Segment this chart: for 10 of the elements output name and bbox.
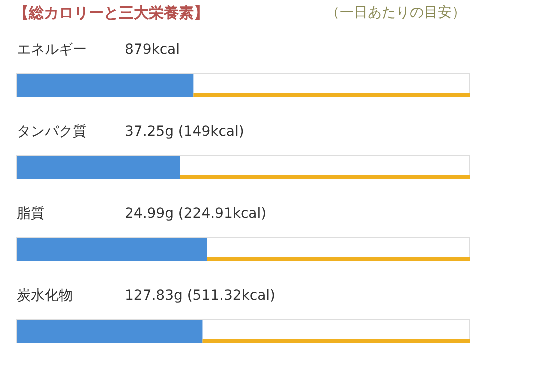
- y-tick-label: タンパク質: [17, 124, 87, 140]
- annotation: 37.25g (149kcal): [125, 124, 244, 140]
- chart-subtitle: （一日あたりの目安）: [326, 4, 466, 22]
- y-tick-label: エネルギー: [17, 42, 87, 58]
- annotation: 879kcal: [125, 42, 180, 58]
- y-tick-label: 炭水化物: [17, 288, 73, 304]
- chart-title: 【総カロリーと三大栄養素】: [14, 4, 209, 23]
- annotation: 127.83g (511.32kcal): [125, 288, 276, 304]
- y-tick-label: 脂質: [17, 206, 45, 222]
- annotation: 24.99g (224.91kcal): [125, 206, 267, 222]
